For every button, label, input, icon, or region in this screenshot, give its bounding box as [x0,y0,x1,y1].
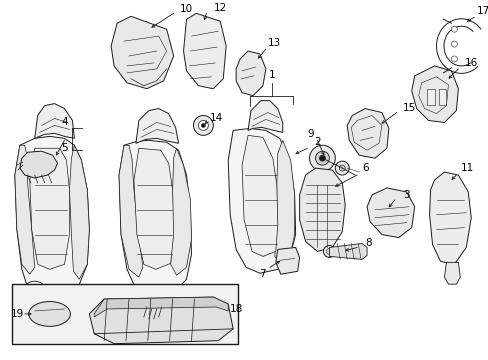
Circle shape [339,165,345,171]
Polygon shape [69,145,89,279]
Polygon shape [119,145,142,277]
Text: 18: 18 [229,304,242,314]
Circle shape [315,151,329,165]
Circle shape [319,155,325,161]
Text: 4: 4 [61,117,68,127]
Circle shape [193,116,213,135]
Bar [12,284,238,344]
Circle shape [198,121,208,130]
Polygon shape [274,140,294,264]
Polygon shape [30,148,69,269]
Polygon shape [183,13,226,89]
Polygon shape [411,66,457,122]
Polygon shape [143,291,163,311]
Polygon shape [89,297,233,344]
Text: 11: 11 [460,163,473,173]
Polygon shape [299,168,345,251]
Polygon shape [236,51,265,96]
Ellipse shape [29,302,70,326]
Text: 5: 5 [61,143,68,153]
Polygon shape [428,172,470,264]
Polygon shape [247,101,282,132]
Circle shape [325,248,332,255]
Polygon shape [444,262,459,284]
Text: 10: 10 [180,4,193,14]
Circle shape [335,161,348,175]
Text: 7: 7 [259,269,265,279]
Text: 2: 2 [313,137,320,147]
Text: 8: 8 [365,238,372,248]
Text: 19: 19 [11,309,24,319]
Text: 12: 12 [213,3,226,13]
Polygon shape [15,145,35,274]
Text: 13: 13 [267,38,281,48]
Polygon shape [119,140,191,297]
Circle shape [450,56,456,62]
Text: 17: 17 [475,6,488,16]
Circle shape [450,26,456,32]
Polygon shape [426,89,434,105]
Polygon shape [15,136,89,302]
Text: 16: 16 [464,58,477,68]
Polygon shape [170,148,191,275]
Circle shape [201,123,205,127]
Circle shape [450,41,456,47]
Polygon shape [438,89,446,105]
Polygon shape [366,188,414,238]
Polygon shape [111,16,173,89]
Circle shape [323,246,335,257]
Text: 6: 6 [361,163,367,173]
Polygon shape [94,297,228,317]
Text: 9: 9 [306,129,313,139]
Polygon shape [134,148,173,269]
Polygon shape [228,129,295,273]
Text: 3: 3 [403,190,409,200]
Polygon shape [35,104,74,138]
Polygon shape [242,135,277,256]
Polygon shape [136,109,178,143]
Polygon shape [275,247,299,274]
Ellipse shape [26,281,43,293]
Circle shape [309,145,335,171]
Text: 1: 1 [268,70,275,80]
Polygon shape [346,109,388,158]
Polygon shape [329,243,366,259]
Text: 14: 14 [209,113,223,123]
Polygon shape [20,151,58,178]
Text: 15: 15 [402,103,415,113]
